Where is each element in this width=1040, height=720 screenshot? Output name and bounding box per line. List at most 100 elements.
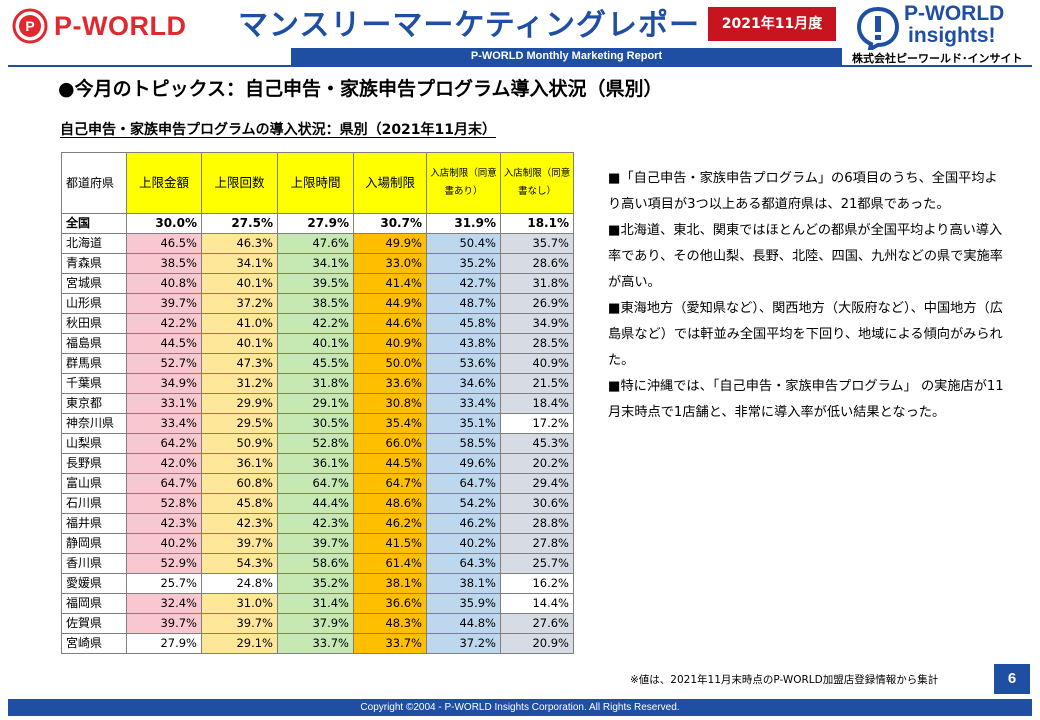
table-cell-value: 50.4% (426, 233, 501, 254)
table-cell-value: 37.2% (201, 293, 278, 314)
table-row: 香川県 52.9% 54.3% 58.6% 61.4% 64.3% 25.7% (61, 553, 574, 574)
table-cell-value: 49.9% (353, 233, 427, 254)
table-cell-value: 37.2% (426, 633, 501, 654)
table-cell-value: 24.8% (201, 573, 278, 594)
table-cell-value: 27.8% (500, 533, 574, 554)
table-cell-value: 39.7% (277, 533, 354, 554)
table-row: 北海道 46.5% 46.3% 47.6% 49.9% 50.4% 35.7% (61, 233, 574, 254)
bullet-item: ■北海道、東北、関東ではほとんどの都県が全国平均より高い導入率であり、その他山梨… (608, 223, 1003, 290)
table-cell-value: 46.3% (201, 233, 278, 254)
table-cell-value: 44.8% (426, 613, 501, 634)
table-row: 福井県 42.3% 42.3% 42.3% 46.2% 46.2% 28.8% (61, 513, 574, 534)
table-cell-value: 40.1% (201, 273, 278, 294)
table-cell-value: 33.7% (277, 633, 354, 654)
company-name: 株式会社ピーワールド･インサイト (852, 52, 1023, 65)
table-row: 群馬県 52.7% 47.3% 45.5% 50.0% 53.6% 40.9% (61, 353, 574, 374)
column-header: 上限回数 (201, 152, 278, 214)
table-cell-prefecture: 北海道 (61, 233, 127, 254)
table-cell-value: 40.8% (126, 273, 202, 294)
table-cell-value: 33.0% (353, 253, 427, 274)
table-cell-value: 42.3% (277, 513, 354, 534)
table-cell-value: 48.6% (353, 493, 427, 514)
exclamation-bubble-icon (856, 6, 900, 50)
page-number: 6 (994, 664, 1030, 694)
table-row: 富山県 64.7% 60.8% 64.7% 64.7% 64.7% 29.4% (61, 473, 574, 494)
table-cell-value: 64.2% (126, 433, 202, 454)
table-cell-value: 30.5% (277, 413, 354, 434)
insights-logo-line1: P-WORLD (904, 2, 1005, 25)
table-cell-value: 29.5% (201, 413, 278, 434)
table-row: 佐賀県 39.7% 39.7% 37.9% 48.3% 44.8% 27.6% (61, 613, 574, 634)
table-cell-value: 18.1% (500, 213, 574, 234)
table-cell-value: 34.1% (201, 253, 278, 274)
table-cell-prefecture: 福島県 (61, 333, 127, 354)
table-cell-value: 41.5% (353, 533, 427, 554)
table-cell-value: 58.5% (426, 433, 501, 454)
report-subtitle-bar: P-WORLD Monthly Marketing Report (291, 48, 842, 65)
table-cell-value: 35.7% (500, 233, 574, 254)
table-cell-value: 27.5% (201, 213, 278, 234)
table-cell-value: 60.8% (201, 473, 278, 494)
table-cell-value: 36.1% (277, 453, 354, 474)
table-cell-value: 37.9% (277, 613, 354, 634)
table-cell-value: 33.7% (353, 633, 427, 654)
table-cell-value: 40.1% (277, 333, 354, 354)
table-cell-prefecture: 香川県 (61, 553, 127, 574)
table-cell-value: 39.7% (201, 613, 278, 634)
table-cell-prefecture: 静岡県 (61, 533, 127, 554)
table-cell-value: 30.8% (353, 393, 427, 414)
table-cell-value: 40.9% (500, 353, 574, 374)
date-badge: 2021年11月度 (708, 7, 836, 41)
table-cell-value: 50.9% (201, 433, 278, 454)
p-world-logo: P P-WORLD (12, 8, 212, 44)
table-cell-value: 64.7% (277, 473, 354, 494)
table-cell-value: 30.0% (126, 213, 202, 234)
table-cell-value: 14.4% (500, 593, 574, 614)
logo-text: P-WORLD (54, 11, 187, 41)
table-cell-value: 45.8% (426, 313, 501, 334)
table-cell-value: 42.2% (126, 313, 202, 334)
table-cell-prefecture: 青森県 (61, 253, 127, 274)
table-row: 宮城県 40.8% 40.1% 39.5% 41.4% 42.7% 31.8% (61, 273, 574, 294)
table-cell-value: 29.1% (277, 393, 354, 414)
table-cell-value: 35.4% (353, 413, 427, 434)
insights-logo-line2: insights! (908, 24, 996, 47)
table-cell-value: 52.8% (277, 433, 354, 454)
table-cell-value: 39.5% (277, 273, 354, 294)
table-row: 秋田県 42.2% 41.0% 42.2% 44.6% 45.8% 34.9% (61, 313, 574, 334)
table-row: 福岡県 32.4% 31.0% 31.4% 36.6% 35.9% 14.4% (61, 593, 574, 614)
table-cell-value: 31.9% (426, 213, 501, 234)
table-cell-value: 54.2% (426, 493, 501, 514)
table-cell-value: 31.0% (201, 593, 278, 614)
table-cell-value: 44.6% (353, 313, 427, 334)
table-cell-value: 43.8% (426, 333, 501, 354)
table-cell-prefecture: 神奈川県 (61, 413, 127, 434)
table-cell-value: 33.4% (126, 413, 202, 434)
table-cell-value: 38.1% (353, 573, 427, 594)
table-cell-value: 58.6% (277, 553, 354, 574)
table-cell-value: 30.7% (353, 213, 427, 234)
table-cell-prefecture: 群馬県 (61, 353, 127, 374)
section-heading: ●今月のトピックス：自己申告・家族申告プログラム導入状況（県別） (58, 78, 663, 100)
table-cell-prefecture: 愛媛県 (61, 573, 127, 594)
table-cell-value: 49.6% (426, 453, 501, 474)
table-cell-value: 26.9% (500, 293, 574, 314)
table-cell-value: 53.6% (426, 353, 501, 374)
table-cell-value: 44.5% (353, 453, 427, 474)
table-cell-value: 29.4% (500, 473, 574, 494)
table-cell-value: 44.9% (353, 293, 427, 314)
table-cell-prefecture: 東京都 (61, 393, 127, 414)
table-cell-value: 41.0% (201, 313, 278, 334)
report-title: マンスリーマーケティングレポート (238, 8, 731, 43)
column-header: 入店制限（同意書あり） (426, 152, 501, 214)
table-cell-value: 28.5% (500, 333, 574, 354)
table-cell-value: 38.5% (126, 253, 202, 274)
table-cell-value: 20.9% (500, 633, 574, 654)
table-cell-value: 47.3% (201, 353, 278, 374)
table-title: 自己申告・家族申告プログラムの導入状況：県別（2021年11月末） (60, 122, 497, 138)
table-row: 石川県 52.8% 45.8% 44.4% 48.6% 54.2% 30.6% (61, 493, 574, 514)
table-cell-value: 48.7% (426, 293, 501, 314)
table-cell-value: 35.1% (426, 413, 501, 434)
table-cell-prefecture: 富山県 (61, 473, 127, 494)
svg-text:P: P (25, 18, 34, 34)
